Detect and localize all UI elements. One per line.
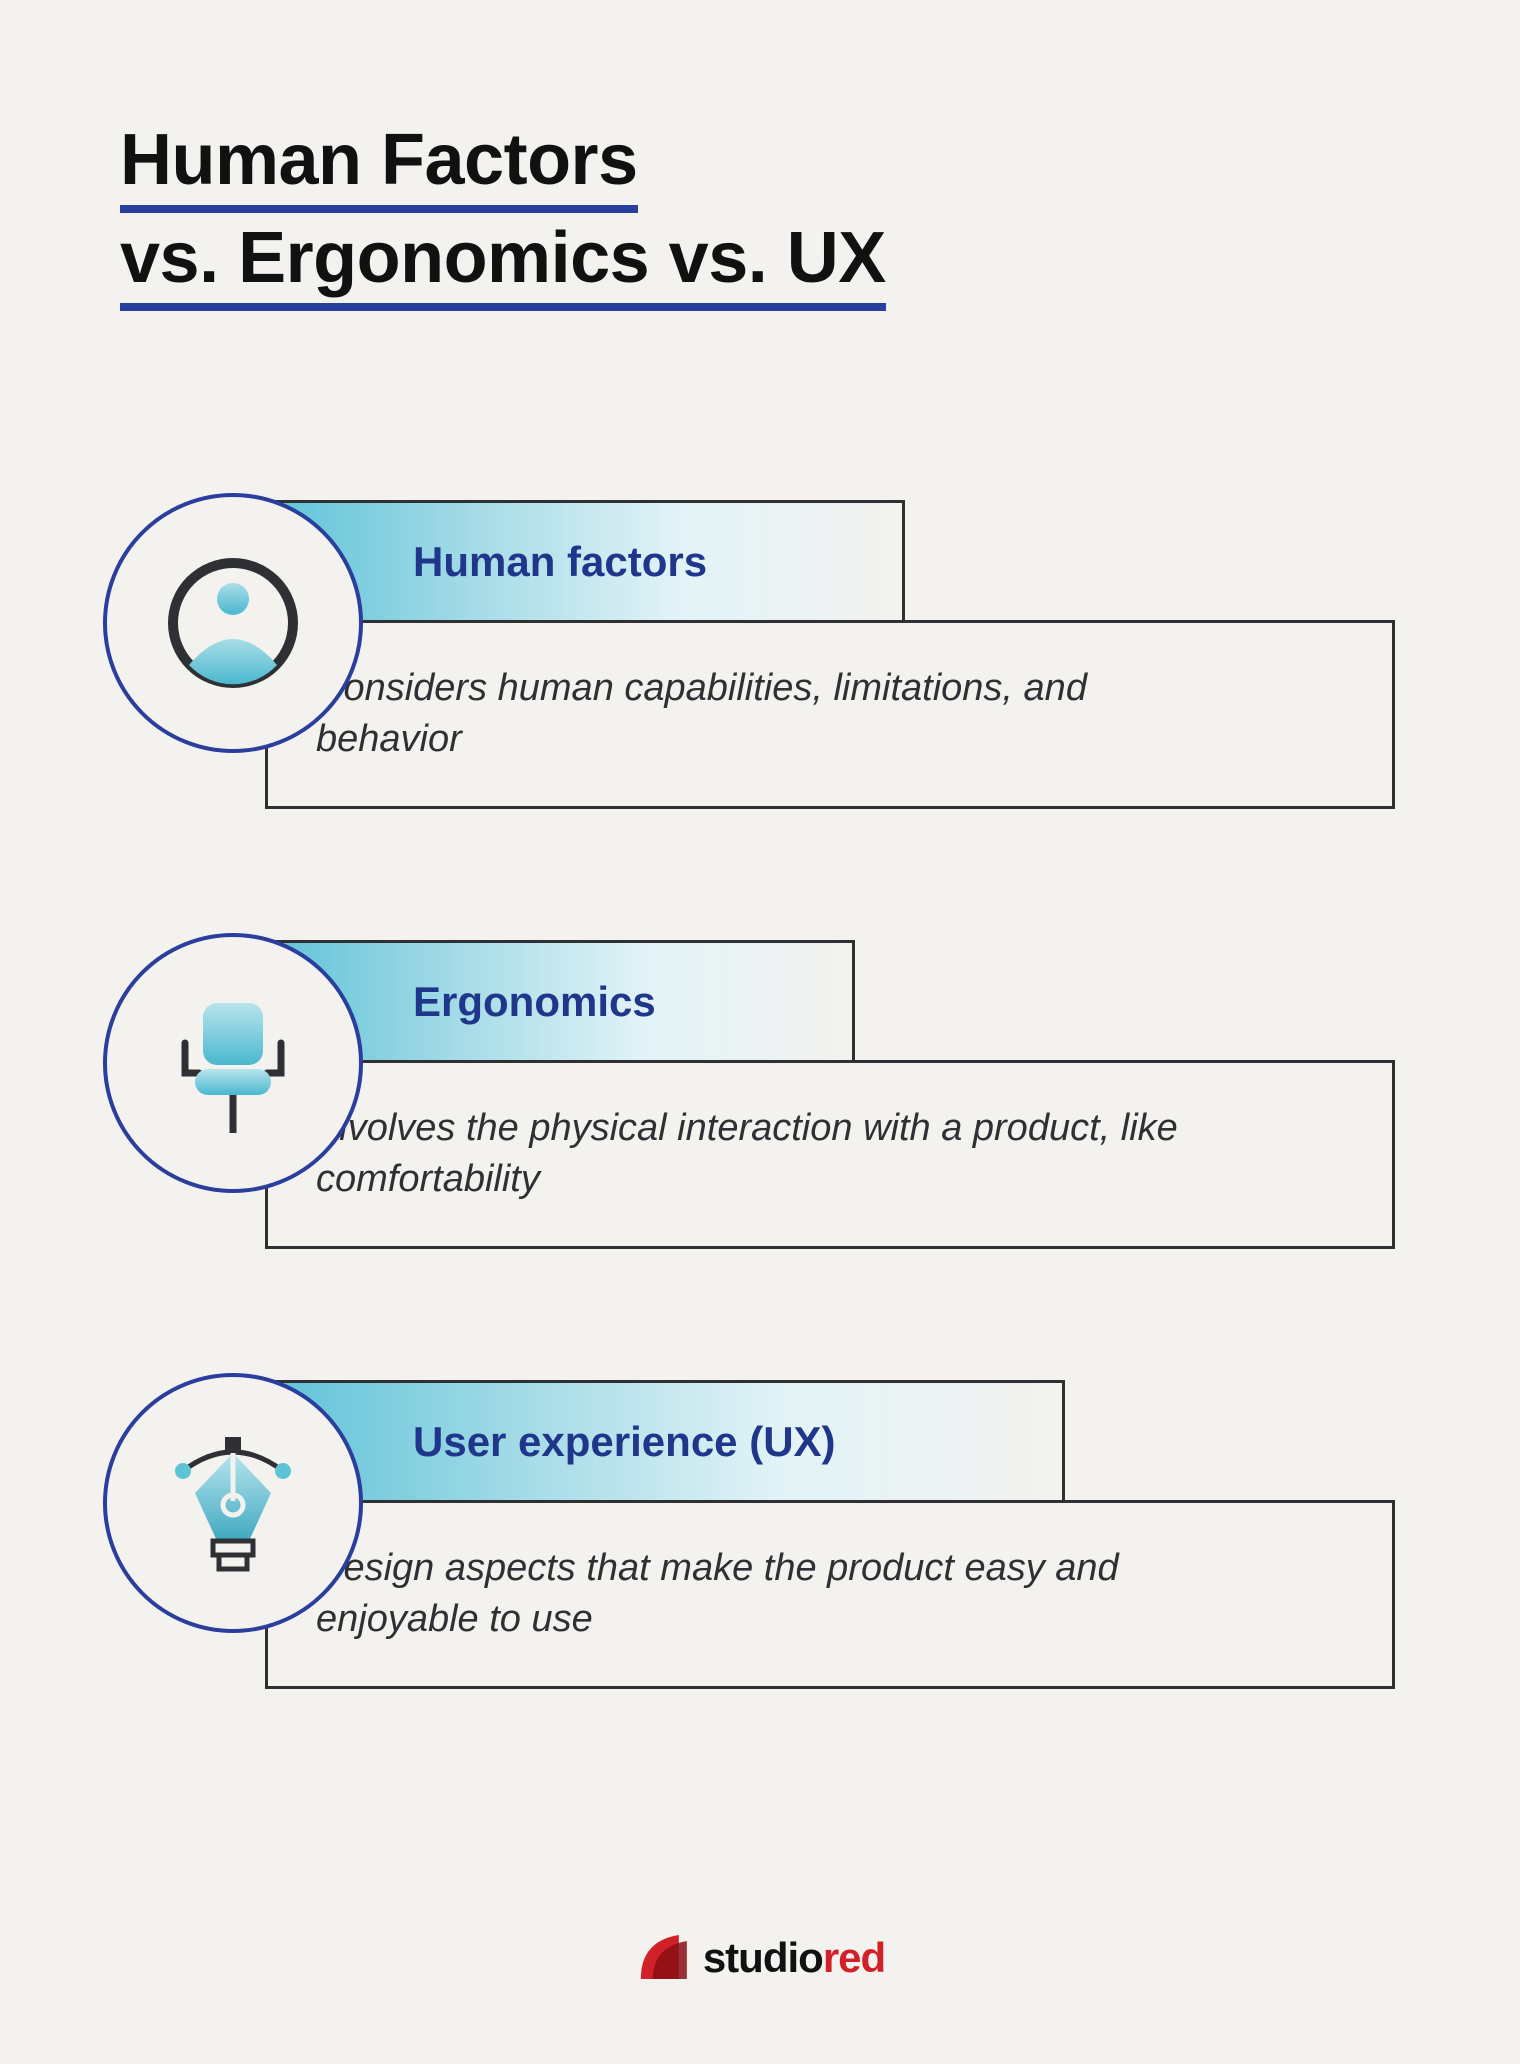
footer-logo: studiored [635,1931,885,1979]
title-line-2: vs. Ergonomics vs. UX [120,213,886,311]
card-header: User experience (UX) [265,1380,1065,1500]
logo-mark-icon [635,1931,695,1979]
card-description: Considers human capabilities, limitation… [316,663,1216,766]
card-title: User experience (UX) [413,1418,836,1466]
card-ergonomics: Ergonomics Involves the physical interac… [265,940,1395,1249]
pen-tool-icon [153,1423,313,1583]
person-icon [153,543,313,703]
card-header: Human factors [265,500,905,620]
card-human-factors: Human factors Considers human capabiliti… [265,500,1395,809]
card-ux: User experience (UX) Design aspects that… [265,1380,1395,1689]
card-title: Ergonomics [413,978,656,1026]
card-title: Human factors [413,538,707,586]
logo-word-black: studio [703,1934,823,1981]
logo-word: studiored [703,1937,885,1979]
card-body: Involves the physical interaction with a… [265,1060,1395,1249]
card-description: Design aspects that make the product eas… [316,1543,1216,1646]
title-line-1: Human Factors [120,115,638,213]
card-header: Ergonomics [265,940,855,1060]
icon-circle [103,493,363,753]
card-body: Considers human capabilities, limitation… [265,620,1395,809]
icon-circle [103,1373,363,1633]
card-description: Involves the physical interaction with a… [316,1103,1216,1206]
icon-circle [103,933,363,1193]
chair-icon [153,983,313,1143]
card-body: Design aspects that make the product eas… [265,1500,1395,1689]
page-title: Human Factors vs. Ergonomics vs. UX [120,115,886,311]
logo-word-red: red [823,1934,885,1981]
